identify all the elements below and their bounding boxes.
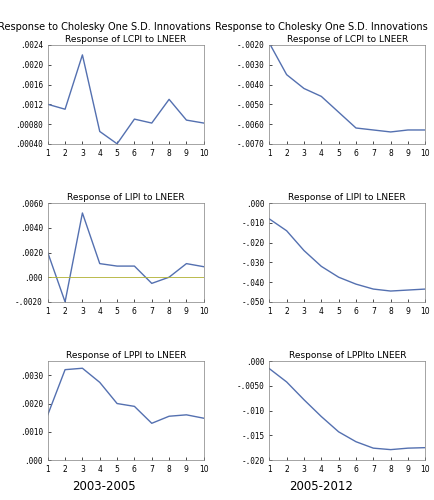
Title: Response of LIPI to LNEER: Response of LIPI to LNEER: [289, 194, 406, 202]
Title: Response of LPPI to LNEER: Response of LPPI to LNEER: [66, 352, 186, 360]
Text: 2005-2012: 2005-2012: [289, 480, 353, 492]
Title: Response of LCPI to LNEER: Response of LCPI to LNEER: [287, 35, 408, 44]
Title: Response of LIPI to LNEER: Response of LIPI to LNEER: [67, 194, 184, 202]
Title: Response of LPPIto LNEER: Response of LPPIto LNEER: [289, 352, 406, 360]
Text: Response to Cholesky One S.D. Innovations: Response to Cholesky One S.D. Innovation…: [215, 22, 427, 32]
Title: Response of LCPI to LNEER: Response of LCPI to LNEER: [65, 35, 186, 44]
Text: 2003-2005: 2003-2005: [72, 480, 136, 492]
Text: Response to Cholesky One S.D. Innovations: Response to Cholesky One S.D. Innovation…: [0, 22, 210, 32]
